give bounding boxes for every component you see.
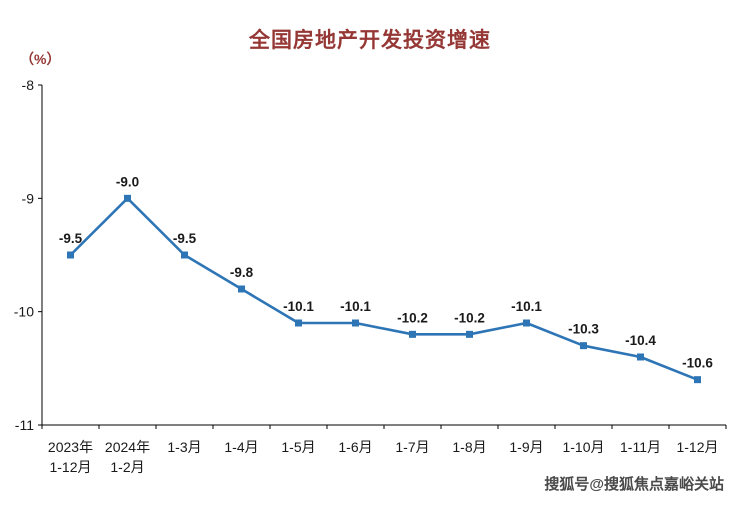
data-label: -10.1 [511,299,542,314]
watermark: 搜狐号@搜狐焦点嘉峪关站 [544,476,724,493]
data-label: -10.1 [283,299,314,314]
data-point-marker [238,285,245,293]
data-point-marker [295,319,302,327]
data-label: -10.4 [625,333,656,348]
data-label: -10.6 [682,356,713,371]
data-point-marker [523,319,530,327]
x-category-label: 1-9月 [509,439,543,455]
data-point-marker [580,342,587,350]
data-point-marker [409,330,416,338]
data-label: -9.5 [59,231,83,246]
data-point-marker [352,319,359,327]
data-point-marker [637,353,644,361]
x-category-label: 1-6月 [338,439,372,455]
x-category-label: 1-5月 [281,439,315,455]
data-label: -10.1 [340,299,371,314]
data-point-marker [67,251,74,259]
x-category-label: 2023年 [48,439,93,455]
data-label: -9.0 [116,174,139,189]
chart-title: 全国房地产开发投资增速 [249,29,491,52]
data-label: -9.8 [230,265,254,280]
x-category-label: 1-12月 [49,459,91,475]
x-category-label: 1-8月 [452,439,486,455]
y-tick-label: -11 [15,417,34,433]
data-label: -10.2 [397,310,428,325]
series-line [69,197,699,381]
data-point-marker [466,330,473,338]
x-category-label: 1-12月 [676,439,718,455]
data-point-marker [124,194,131,202]
y-tick-label: -10 [14,304,34,320]
x-category-label: 1-11月 [620,439,661,455]
y-tick-label: -9 [22,190,35,206]
data-label: -9.5 [173,231,197,246]
data-point-marker [181,251,188,259]
x-category-label: 1-7月 [395,439,429,455]
x-category-label: 2024年 [105,439,150,455]
x-category-label: 1-4月 [224,439,258,455]
data-label: -10.3 [568,322,599,337]
data-label: -10.2 [454,310,485,325]
y-tick-label: -8 [22,77,35,93]
x-category-label: 1-2月 [110,459,144,475]
y-axis-unit-label: （%） [20,51,60,67]
x-category-label: 1-3月 [167,439,201,455]
data-point-marker [694,376,701,384]
x-category-label: 1-10月 [562,439,604,455]
